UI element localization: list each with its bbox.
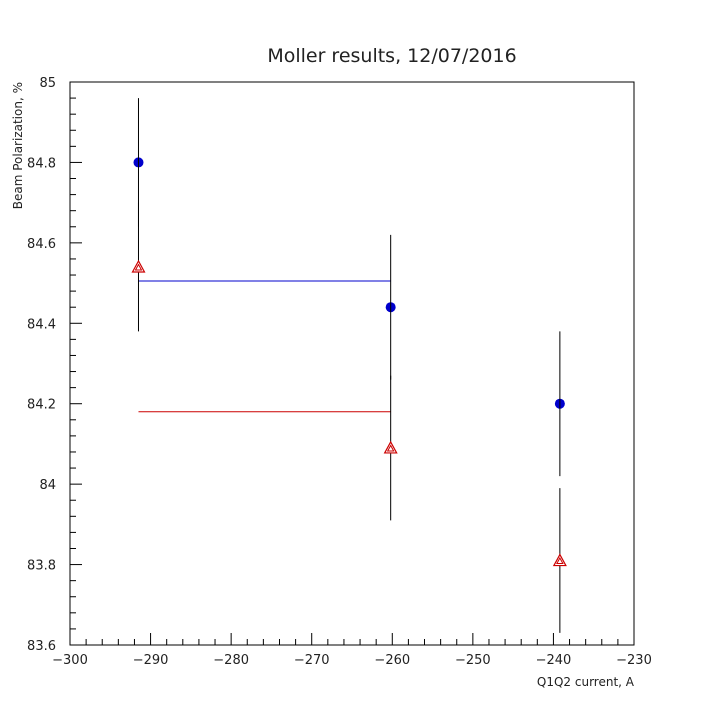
triangle-marker-inner	[556, 557, 564, 565]
y-tick-label: 84.4	[27, 317, 56, 332]
x-tick-label: −270	[294, 653, 330, 668]
error-bars	[137, 98, 561, 633]
x-tick-label: −300	[52, 653, 88, 668]
markers	[131, 157, 567, 567]
y-tick-label: 83.8	[27, 559, 56, 574]
triangle-marker-inner	[134, 263, 143, 271]
y-tick-label: 83.6	[27, 639, 56, 654]
y-tick-label: 85	[39, 76, 56, 91]
x-tick-label: −280	[213, 653, 249, 668]
x-tick-label: −240	[536, 653, 572, 668]
x-axis-label: Q1Q2 current, A	[537, 675, 635, 689]
y-tick-label: 84.2	[27, 398, 56, 413]
x-tick-label: −290	[133, 653, 169, 668]
x-axis: −300 −290 −280 −270 −260 −250 −240 −230	[52, 633, 652, 668]
y-tick-label: 84.8	[27, 156, 56, 171]
triangle-marker-inner	[386, 444, 395, 452]
x-tick-label: −260	[374, 653, 410, 668]
x-tick-label: −250	[455, 653, 491, 668]
plot-frame	[69, 81, 635, 646]
y-tick-label: 84	[39, 478, 56, 493]
y-axis: 83.6 83.8 84 84.2 84.4 84.6 84.8 85	[27, 76, 82, 654]
x-tick-label: −230	[616, 653, 652, 668]
y-axis-label: Beam Polarization, %	[11, 82, 25, 209]
chart-title: Moller results, 12/07/2016	[267, 45, 516, 67]
fit-lines	[138, 280, 391, 413]
y-tick-label: 84.6	[27, 237, 56, 252]
